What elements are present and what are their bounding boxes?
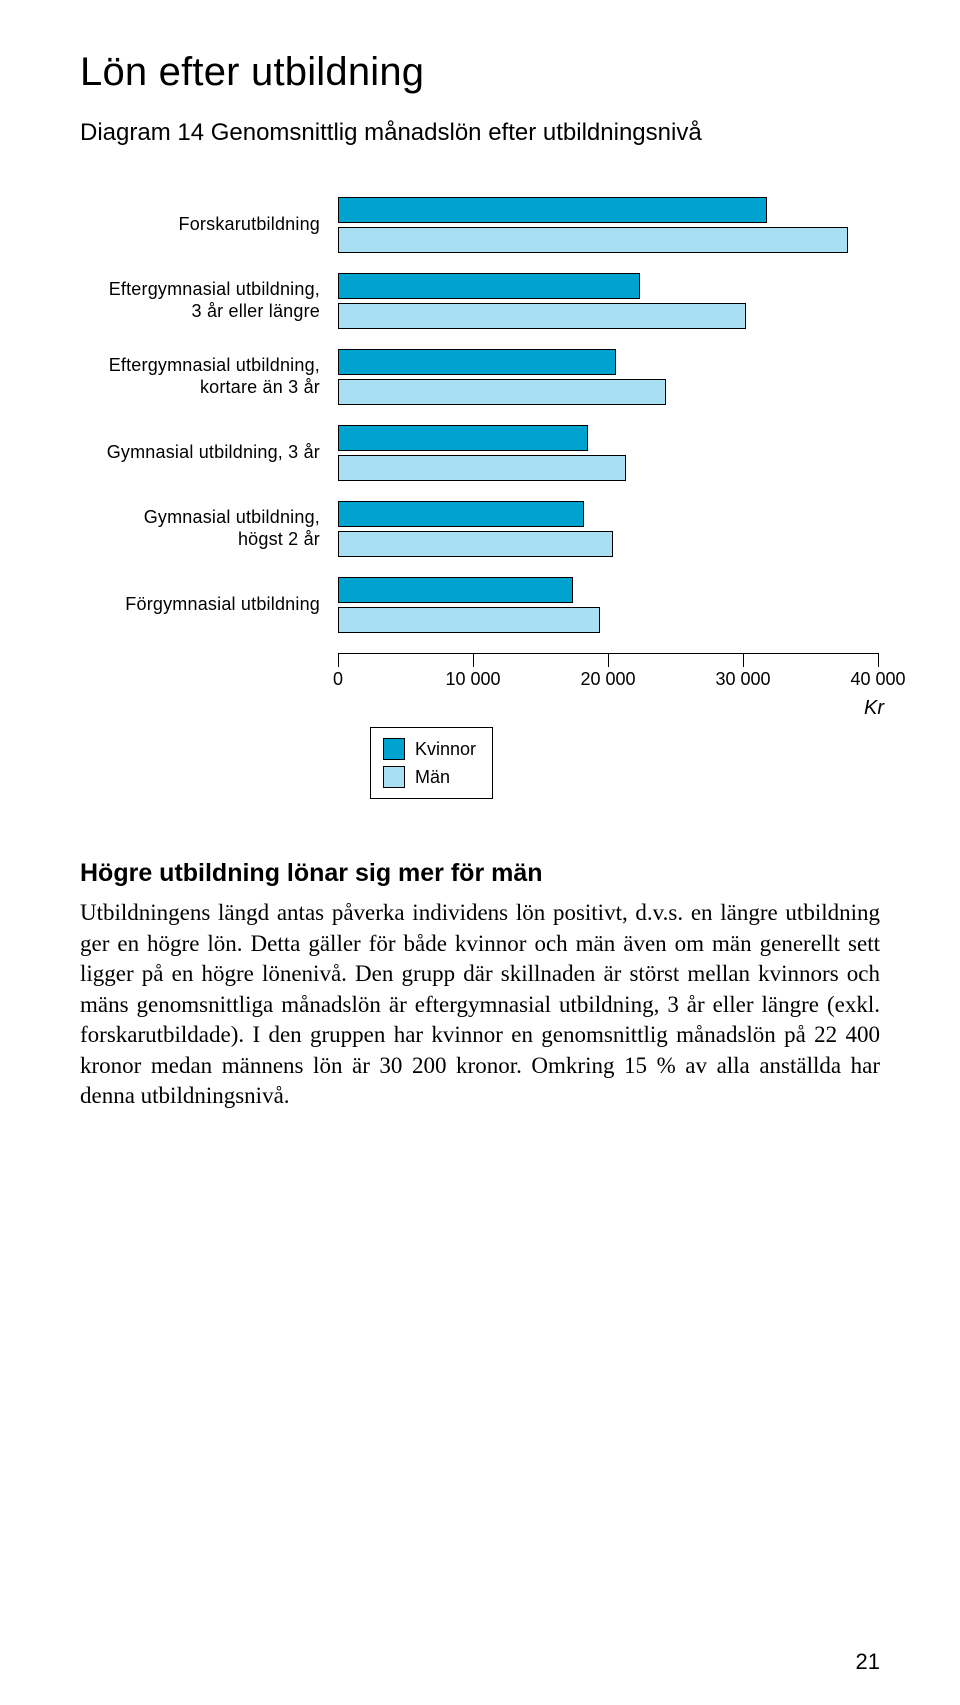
bar-man bbox=[338, 607, 600, 633]
bar-group bbox=[338, 197, 878, 253]
chart-row: Förgymnasial utbildning bbox=[80, 577, 880, 633]
legend-label-kvinnor: Kvinnor bbox=[415, 739, 476, 760]
bar-kvinnor bbox=[338, 425, 588, 451]
bar-kvinnor bbox=[338, 349, 616, 375]
category-label: Gymnasial utbildning,högst 2 år bbox=[80, 507, 338, 550]
category-label: Gymnasial utbildning, 3 år bbox=[80, 442, 338, 464]
axis-tick-label: 40 000 bbox=[850, 669, 905, 690]
bar-man bbox=[338, 455, 626, 481]
legend: Kvinnor Män bbox=[370, 727, 493, 799]
axis-tick bbox=[878, 653, 879, 667]
body-paragraph: Utbildningens längd antas påverka indivi… bbox=[80, 898, 880, 1112]
axis-tick-label: 30 000 bbox=[715, 669, 770, 690]
chart-title: Diagram 14 Genomsnittlig månadslön efter… bbox=[80, 119, 880, 147]
axis-tick-label: 10 000 bbox=[445, 669, 500, 690]
bar-group bbox=[338, 501, 878, 557]
bar-man bbox=[338, 379, 666, 405]
axis-tick bbox=[608, 653, 609, 667]
section-title: Lön efter utbildning bbox=[80, 50, 880, 95]
category-label: Förgymnasial utbildning bbox=[80, 594, 338, 616]
page-number: 21 bbox=[856, 1649, 880, 1675]
chart-row: Forskarutbildning bbox=[80, 197, 880, 253]
bar-man bbox=[338, 531, 613, 557]
axis-tick-label: 0 bbox=[333, 669, 343, 690]
category-label: Eftergymnasial utbildning,kortare än 3 å… bbox=[80, 355, 338, 398]
axis-tick bbox=[473, 653, 474, 667]
bar-kvinnor bbox=[338, 273, 640, 299]
bar-chart: Forskarutbildning Eftergymnasial utbildni… bbox=[80, 197, 880, 799]
category-label: Eftergymnasial utbildning,3 år eller län… bbox=[80, 279, 338, 322]
axis-tick bbox=[338, 653, 339, 667]
axis-tick bbox=[743, 653, 744, 667]
body-heading: Högre utbildning lönar sig mer för män bbox=[80, 859, 880, 888]
bar-man bbox=[338, 303, 746, 329]
bar-kvinnor bbox=[338, 197, 767, 223]
bar-group bbox=[338, 577, 878, 633]
chart-row: Eftergymnasial utbildning,kortare än 3 å… bbox=[80, 349, 880, 405]
bar-man bbox=[338, 227, 848, 253]
legend-item-man: Män bbox=[383, 766, 476, 788]
category-label: Forskarutbildning bbox=[80, 214, 338, 236]
legend-item-kvinnor: Kvinnor bbox=[383, 738, 476, 760]
x-axis: 010 00020 00030 00040 000 Kr bbox=[338, 653, 878, 723]
axis-tick-label: 20 000 bbox=[580, 669, 635, 690]
legend-swatch-man bbox=[383, 766, 405, 788]
bar-group bbox=[338, 349, 878, 405]
chart-row: Gymnasial utbildning,högst 2 år bbox=[80, 501, 880, 557]
bar-kvinnor bbox=[338, 577, 573, 603]
bar-group bbox=[338, 425, 878, 481]
legend-swatch-kvinnor bbox=[383, 738, 405, 760]
axis-unit-label: Kr bbox=[864, 697, 884, 720]
chart-row: Gymnasial utbildning, 3 år bbox=[80, 425, 880, 481]
chart-row: Eftergymnasial utbildning,3 år eller län… bbox=[80, 273, 880, 329]
legend-label-man: Män bbox=[415, 767, 450, 788]
bar-group bbox=[338, 273, 878, 329]
bar-kvinnor bbox=[338, 501, 584, 527]
